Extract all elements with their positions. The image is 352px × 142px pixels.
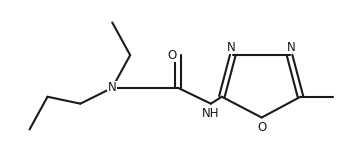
- Text: N: N: [108, 81, 117, 94]
- Text: O: O: [257, 121, 266, 134]
- Text: N: N: [226, 41, 235, 54]
- Text: O: O: [168, 49, 177, 62]
- Text: NH: NH: [202, 107, 220, 120]
- Text: N: N: [287, 41, 296, 54]
